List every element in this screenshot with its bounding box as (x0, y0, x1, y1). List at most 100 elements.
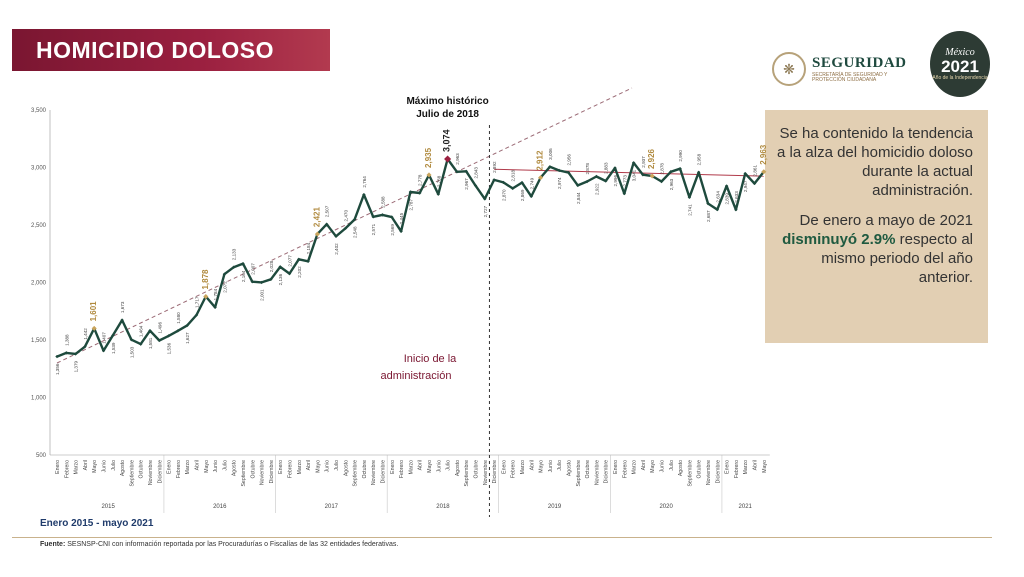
data-value-label: 2,634 (715, 191, 720, 203)
data-point-marker (64, 351, 68, 355)
data-value-label: 2,958 (697, 153, 702, 165)
data-value-label: 1,407 (102, 332, 107, 344)
x-tick-month: Enero (167, 460, 173, 474)
year-label: 2015 (101, 504, 115, 510)
year-label: 2017 (325, 504, 339, 510)
year-label: 2020 (659, 504, 673, 510)
data-value-label: 2,861 (753, 165, 758, 177)
x-tick-month: Noviembre (483, 460, 489, 485)
x-tick-month: Febrero (399, 460, 405, 478)
x-tick-month: Julio (446, 460, 452, 471)
x-tick-month: Septiembre (687, 460, 693, 487)
data-point-marker (604, 179, 608, 183)
data-value-label: 2,133 (232, 248, 237, 260)
data-value-label: 1,356 (55, 363, 60, 375)
x-tick-month: Junio (660, 460, 666, 473)
data-value-label: 2,947 (743, 180, 748, 192)
x-tick-month: Agosto (343, 460, 349, 476)
data-point-marker (194, 313, 199, 317)
x-tick-month: Febrero (288, 460, 294, 478)
data-point-marker (55, 354, 59, 359)
x-tick-month: Abril (83, 460, 89, 470)
x-tick-month: Julio (111, 460, 117, 471)
data-value-label: 2,844 (576, 192, 581, 204)
data-value-label: 1,379 (74, 360, 79, 372)
y-tick-label: 2,500 (31, 223, 47, 229)
data-value-label: 2,028 (269, 260, 274, 272)
data-value-label: 2,164 (241, 270, 246, 282)
x-tick-month: Marzo (185, 460, 191, 475)
summary-box: Se ha contenido la tendencia a la alza d… (765, 110, 988, 343)
x-tick-month: Mayo (92, 460, 98, 473)
x-tick-month: Noviembre (371, 460, 377, 485)
year-label: 2018 (436, 504, 450, 510)
summary-paragraph-2: De enero a mayo de 2021 disminuyó 2.9% r… (777, 211, 973, 287)
data-value-label: 1,442 (83, 328, 88, 340)
data-point-marker (687, 195, 692, 199)
data-point-marker (483, 197, 487, 201)
x-tick-month: Julio (669, 460, 675, 471)
x-tick-month: Octubre (139, 460, 145, 479)
data-point-marker (185, 323, 189, 328)
data-value-label: 2,990 (678, 150, 683, 162)
data-point-marker (622, 191, 626, 196)
data-value-label: 1,503 (129, 346, 134, 358)
data-value-label: 3,006 (548, 148, 553, 160)
source-label: Fuente: (40, 541, 66, 548)
data-point-marker (538, 175, 544, 181)
x-tick-month: Agosto (455, 460, 461, 476)
x-tick-month: Marzo (297, 460, 303, 475)
data-value-label: 2,963 (455, 153, 460, 165)
data-value-label: 2,202 (297, 266, 302, 278)
data-value-label: 2,749 (529, 177, 534, 189)
data-value-label: 2,974 (557, 177, 562, 189)
period-label: Enero 2015 - mayo 2021 (40, 518, 154, 529)
data-value-label: 2,870 (501, 189, 506, 201)
x-tick-month: Junio (213, 460, 219, 473)
x-tick-month: Septiembre (464, 460, 470, 487)
admin-label-line2: administración (381, 370, 452, 382)
data-value-label: 2,935 (424, 147, 433, 168)
data-point-marker (444, 155, 452, 163)
x-tick-month: Diciembre (492, 460, 498, 483)
data-point-marker (139, 342, 143, 346)
data-value-label: 2,072 (222, 281, 227, 293)
x-tick-month: Agosto (232, 460, 238, 476)
x-tick-month: Septiembre (129, 460, 135, 487)
data-point-marker (520, 180, 524, 185)
summary-highlight: disminuyó 2.9% (782, 231, 896, 248)
x-tick-month: Junio (436, 460, 442, 473)
data-point-marker (157, 338, 161, 343)
data-value-label: 2,548 (353, 226, 358, 238)
data-point-marker (455, 170, 459, 174)
data-value-label: 2,470 (343, 210, 348, 222)
data-point-marker (649, 173, 655, 179)
data-point-marker (250, 279, 254, 284)
data-point-marker (241, 261, 245, 266)
max-record-sublabel: Julio de 2018 (416, 109, 479, 120)
data-point-marker (529, 194, 533, 199)
x-tick-month: Abril (306, 460, 312, 470)
data-value-label: 2,007 (250, 263, 255, 275)
data-point-marker (203, 293, 209, 300)
data-point-marker (83, 344, 87, 349)
summary-paragraph-1: Se ha contenido la tendencia a la alza d… (777, 125, 973, 199)
data-point-marker (613, 166, 617, 170)
x-tick-month: Noviembre (594, 460, 600, 485)
max-record-label: Máximo histórico (406, 96, 488, 107)
x-tick-month: Noviembre (148, 460, 154, 485)
data-value-label: 2,077 (288, 255, 293, 267)
footer-divider (12, 537, 992, 538)
x-tick-month: Octubre (362, 460, 368, 479)
x-tick-month: Mayo (204, 460, 210, 473)
data-value-label: 1,536 (167, 342, 172, 354)
x-tick-month: Mayo (427, 460, 433, 473)
seguridad-subtitle: SECRETARÍA DE SEGURIDAD Y PROTECCIÓN CIU… (812, 71, 888, 83)
data-value-label: 2,001 (260, 289, 265, 301)
x-tick-month: Junio (325, 460, 331, 473)
x-tick-month: Febrero (64, 460, 70, 478)
x-tick-month: Octubre (585, 460, 591, 479)
data-point-marker (659, 179, 664, 184)
x-tick-month: Mayo (762, 460, 768, 473)
data-value-label: 1,627 (185, 332, 190, 344)
